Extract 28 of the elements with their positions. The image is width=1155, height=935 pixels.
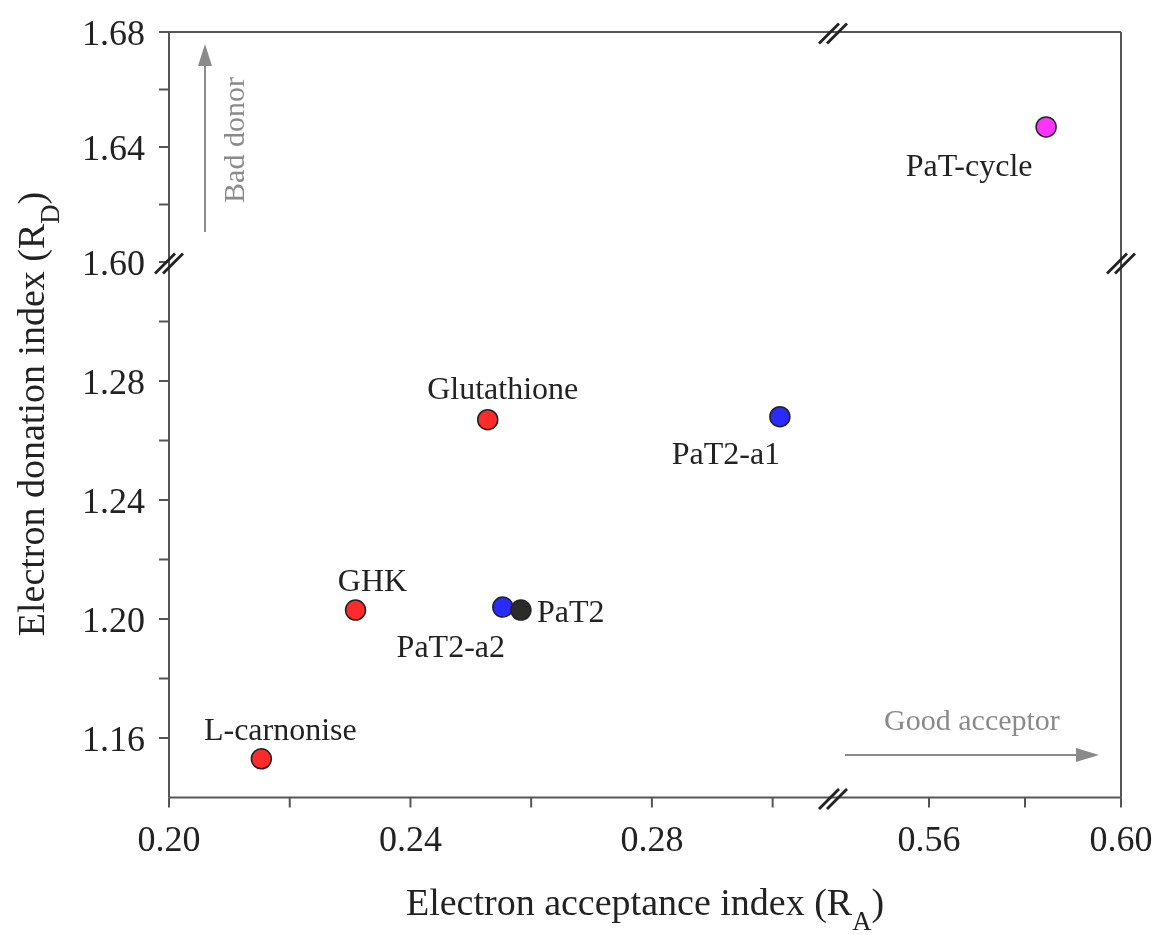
y-tick-label: 1.24 xyxy=(82,480,145,521)
x-axis-title: Electron acceptance index (R$_{A}$) xyxy=(405,881,885,935)
annotation: Bad donor xyxy=(217,77,250,203)
y-tick-label: 1.16 xyxy=(82,718,145,759)
point xyxy=(492,595,514,618)
series-label: GHK xyxy=(337,561,408,598)
x-tick-label: 0.28 xyxy=(620,818,684,859)
series-label: PaT2-a2 xyxy=(396,627,506,664)
point xyxy=(510,598,532,621)
point xyxy=(250,747,273,770)
point xyxy=(476,408,499,430)
x-tick-label: 0.24 xyxy=(378,818,442,859)
series-label: PaT-cycle xyxy=(905,146,1033,183)
point xyxy=(769,405,791,427)
annotation: Good acceptor xyxy=(884,703,1060,736)
y-tick-label: 1.60 xyxy=(82,242,145,283)
series-label: PaT2 xyxy=(536,592,605,629)
series-label: Glutathione xyxy=(427,369,579,406)
series-label: L-carnonise xyxy=(203,710,357,747)
y-tick-label: 1.64 xyxy=(82,127,145,168)
x-tick-label: 0.56 xyxy=(897,818,961,859)
point xyxy=(344,598,367,621)
x-tick-label: 0.20 xyxy=(137,818,201,859)
y-tick-label: 1.28 xyxy=(82,361,145,402)
y-tick-label: 1.20 xyxy=(82,599,145,640)
y-tick-label: 1.68 xyxy=(82,12,145,53)
x-tick-label: 0.60 xyxy=(1089,818,1153,859)
series-label: PaT2-a1 xyxy=(671,434,781,471)
